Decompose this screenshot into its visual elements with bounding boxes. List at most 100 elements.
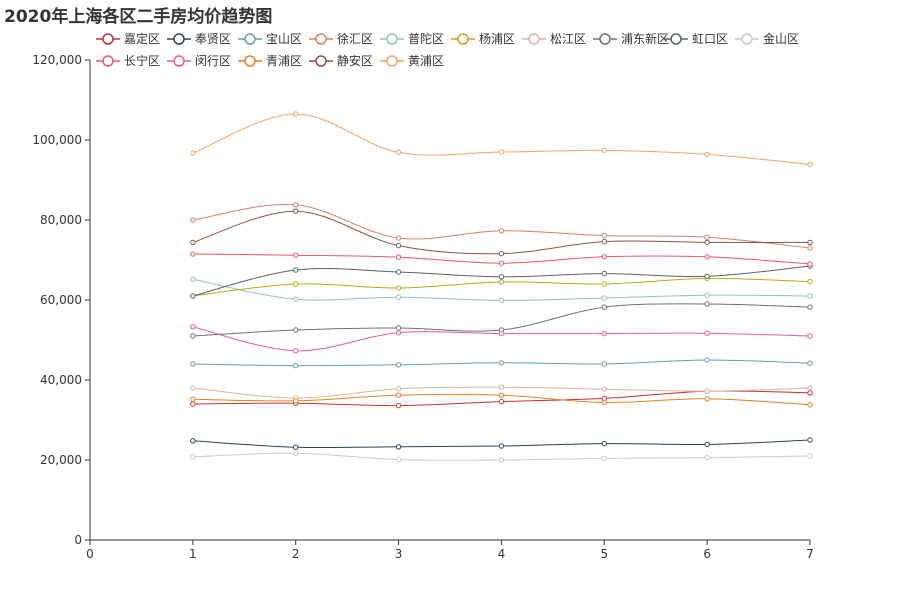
data-point-7-0: [190, 333, 196, 339]
data-point-1-4: [601, 440, 607, 447]
data-point-9-4: [601, 455, 607, 462]
data-point-11-1: [293, 348, 299, 354]
data-point-3-2: [395, 235, 402, 241]
x-tick-label: 2: [292, 547, 300, 561]
data-point-10-3: [498, 260, 505, 266]
legend-label: 青浦区: [266, 54, 303, 68]
data-point-13-6: [807, 239, 813, 246]
data-point-2-4: [601, 361, 607, 367]
x-tick-label: 3: [395, 547, 403, 561]
legend-item[interactable]: 杨浦区: [451, 30, 515, 47]
data-point-1-2: [395, 444, 402, 450]
data-point-11-5: [704, 330, 710, 336]
data-point-14-4: [601, 147, 607, 154]
data-point-2-5: [704, 357, 710, 363]
data-point-4-2: [395, 294, 402, 300]
legend-swatch-icon: [522, 32, 546, 45]
data-point-3-3: [498, 228, 505, 234]
legend-swatch-icon: [593, 32, 617, 45]
data-point-6-4: [601, 386, 607, 392]
legend-label: 徐汇区: [337, 32, 374, 46]
y-tick-label: 60,000: [40, 293, 82, 307]
legend-swatch-icon: [96, 32, 120, 45]
legend-item[interactable]: 浦东新区: [593, 30, 669, 47]
data-point-4-0: [190, 276, 196, 282]
data-point-14-5: [704, 151, 710, 158]
legend-label: 宝山区: [266, 32, 303, 46]
legend-item[interactable]: 嘉定区: [96, 30, 160, 47]
y-tick-label: 0: [74, 533, 82, 547]
legend-item[interactable]: 长宁区: [96, 52, 160, 69]
data-point-7-5: [704, 301, 710, 307]
data-point-11-4: [601, 330, 607, 337]
legend-item[interactable]: 静安区: [309, 52, 373, 69]
data-point-6-2: [395, 386, 402, 392]
x-tick-label: 4: [498, 547, 506, 561]
data-point-7-6: [807, 304, 813, 310]
data-point-7-1: [293, 327, 299, 333]
legend-swatch-icon: [238, 32, 262, 45]
data-point-5-1: [293, 281, 299, 287]
legend-item[interactable]: 松江区: [522, 30, 586, 47]
data-point-6-3: [498, 384, 505, 390]
data-point-12-2: [395, 392, 402, 398]
data-point-8-3: [498, 274, 505, 280]
y-tick-label: 100,000: [32, 133, 82, 147]
data-point-2-3: [498, 360, 505, 366]
data-point-14-2: [395, 149, 402, 156]
legend-item[interactable]: 虹口区: [664, 30, 728, 47]
data-point-8-0: [190, 293, 196, 299]
data-point-4-5: [704, 292, 710, 298]
data-point-10-0: [190, 251, 196, 257]
x-tick-label: 6: [703, 547, 711, 561]
legend-item[interactable]: 徐汇区: [309, 30, 373, 47]
legend-swatch-icon: [664, 32, 688, 45]
legend-label: 虹口区: [692, 32, 729, 46]
data-point-1-0: [190, 438, 196, 444]
legend-item[interactable]: 普陀区: [380, 30, 444, 47]
legend-swatch-icon: [380, 54, 404, 67]
legend-item[interactable]: 青浦区: [238, 52, 302, 69]
legend-item[interactable]: 闵行区: [167, 52, 231, 69]
data-point-9-0: [190, 454, 196, 460]
legend-swatch-icon: [309, 54, 333, 67]
data-point-8-1: [293, 267, 299, 273]
data-point-13-4: [601, 238, 607, 245]
legend-item[interactable]: 金山区: [735, 30, 799, 47]
data-point-4-1: [293, 296, 299, 302]
data-point-10-4: [601, 254, 607, 260]
data-point-5-3: [498, 279, 505, 285]
data-point-2-2: [395, 362, 402, 368]
legend-item[interactable]: 黄浦区: [380, 52, 444, 69]
data-point-4-4: [601, 295, 607, 301]
data-point-2-1: [293, 362, 299, 369]
data-point-4-3: [498, 297, 505, 304]
data-point-3-0: [190, 217, 196, 223]
x-tick-label: 1: [189, 547, 197, 561]
legend-item[interactable]: 宝山区: [238, 30, 302, 47]
data-point-3-6: [807, 245, 813, 251]
data-point-13-3: [498, 250, 505, 257]
data-point-12-3: [498, 392, 505, 398]
data-point-10-1: [293, 252, 299, 258]
data-point-3-1: [293, 202, 299, 208]
legend-swatch-icon: [451, 32, 475, 45]
data-point-9-6: [807, 453, 813, 459]
data-point-11-2: [395, 330, 402, 336]
y-tick-label: 120,000: [32, 53, 82, 67]
legend-swatch-icon: [238, 54, 262, 67]
data-point-6-5: [704, 388, 710, 394]
data-point-6-0: [190, 385, 196, 391]
legend-item[interactable]: 奉贤区: [167, 30, 231, 47]
data-point-11-6: [807, 333, 813, 339]
legend-swatch-icon: [96, 54, 120, 67]
data-point-12-0: [190, 396, 196, 402]
data-point-13-0: [190, 239, 196, 246]
legend-label: 嘉定区: [124, 32, 161, 46]
legend-swatch-icon: [167, 32, 191, 45]
legend-label: 松江区: [550, 32, 587, 46]
x-tick-label: 5: [600, 547, 608, 561]
data-point-11-0: [190, 324, 196, 330]
data-point-12-4: [601, 399, 607, 406]
